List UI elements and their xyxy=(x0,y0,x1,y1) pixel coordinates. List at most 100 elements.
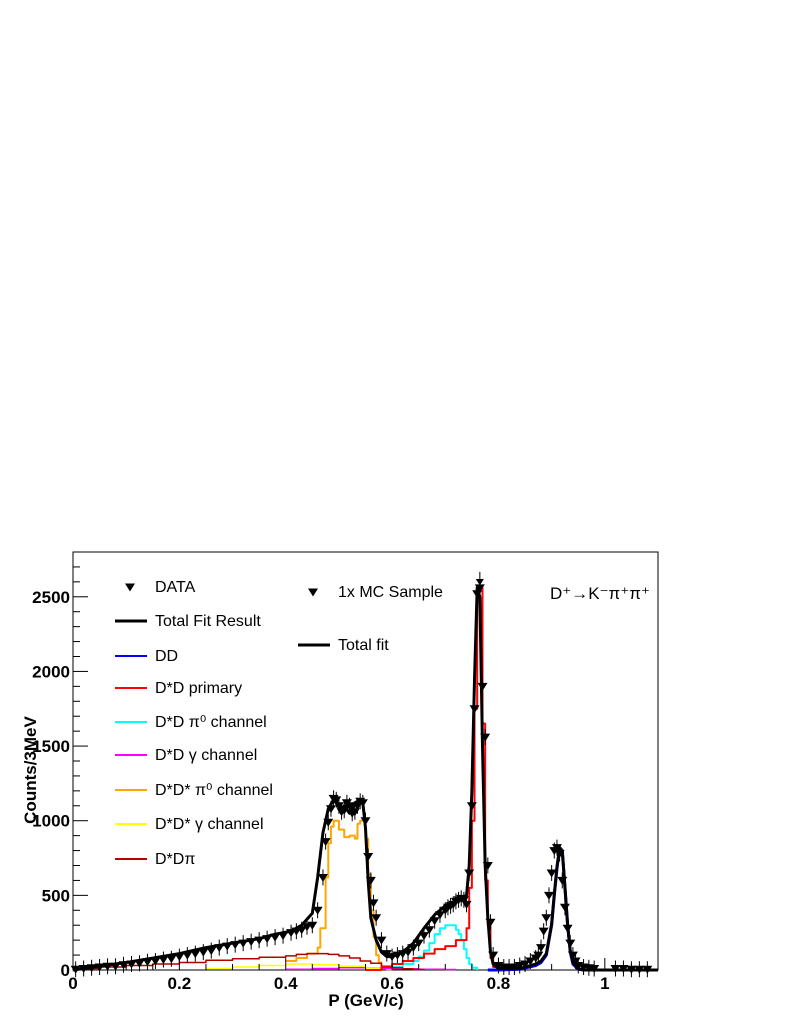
data-point xyxy=(365,876,376,885)
legend-label: 1x MC Sample xyxy=(338,584,443,601)
legend-label: D*D* γ channel xyxy=(155,816,264,833)
series-dstardstar_pi0 xyxy=(285,819,394,971)
data-point xyxy=(514,962,525,971)
data-point xyxy=(222,942,233,951)
data-point xyxy=(302,923,312,932)
data-point xyxy=(150,957,161,966)
data-point xyxy=(344,802,355,811)
legend-label: D*D primary xyxy=(155,680,242,697)
legend-entry-right-1: Total fit xyxy=(298,637,389,654)
data-point xyxy=(360,817,371,826)
mc-point xyxy=(475,579,484,586)
data-point xyxy=(118,961,129,970)
data-point xyxy=(618,965,629,974)
data-point xyxy=(291,927,302,936)
data-point xyxy=(397,950,408,959)
legend-label: Total Fit Result xyxy=(155,613,261,630)
data-point xyxy=(158,956,169,965)
x-tick-label: 0.4 xyxy=(274,974,298,993)
data-point xyxy=(174,953,185,962)
data-point xyxy=(509,963,520,972)
data-point xyxy=(381,950,392,959)
legend-label: D*D* π⁰ channel xyxy=(155,782,273,799)
legend-entry-left-8: D*Dπ xyxy=(115,851,195,868)
data-point xyxy=(126,960,137,969)
data-point xyxy=(538,927,549,936)
data-point xyxy=(198,948,209,957)
data-point xyxy=(363,853,374,862)
legend-label: DATA xyxy=(155,579,196,596)
data-point xyxy=(413,939,424,948)
x-tick-label: 0.8 xyxy=(487,974,511,993)
data-point xyxy=(559,903,570,912)
data-point xyxy=(368,899,379,908)
data-point xyxy=(78,965,89,974)
y-tick-label: 1500 xyxy=(32,737,70,756)
legend-entry-left-2: DD xyxy=(115,648,178,665)
data-point xyxy=(565,939,576,948)
data-point xyxy=(536,944,546,953)
x-tick-label: 1 xyxy=(600,974,609,993)
data-point xyxy=(371,914,382,923)
data-point xyxy=(270,933,281,942)
legend-label: D*Dπ xyxy=(155,851,195,868)
legend-entry-left-5: D*D γ channel xyxy=(115,747,257,764)
y-axis-title: Counts/3MeV xyxy=(21,716,40,824)
data-point xyxy=(238,939,249,948)
axes: 0 0.2 0.4 0.6 0.8 1 0 500 1000 1500 2000 2500 xyxy=(32,566,632,993)
data-point xyxy=(166,955,177,964)
data-point xyxy=(464,869,475,878)
data-point xyxy=(317,873,328,882)
legend-label: D*D γ channel xyxy=(155,747,257,764)
data-point xyxy=(554,850,565,859)
data-point xyxy=(424,926,435,935)
data-point xyxy=(296,926,307,935)
data-point xyxy=(589,965,600,974)
reaction-annotation: D⁺→K⁻π⁺π⁺ xyxy=(550,584,650,603)
data-point xyxy=(190,950,201,959)
data-point xyxy=(262,935,273,944)
legend-marker-icon xyxy=(308,588,318,597)
plot-frame xyxy=(72,551,659,971)
legend-label: D*D π⁰ channel xyxy=(155,714,267,731)
data-point xyxy=(461,900,472,909)
data-point xyxy=(482,862,493,870)
data-point xyxy=(312,906,323,915)
legend-entry-left-1: Total Fit Result xyxy=(115,613,261,630)
data-point xyxy=(323,818,334,827)
data-point xyxy=(642,965,653,974)
legend-entry-left-4: D*D π⁰ channel xyxy=(115,714,267,731)
data-point xyxy=(387,953,398,962)
data-point xyxy=(278,932,289,941)
x-tick-label: 0 xyxy=(68,974,77,993)
y-tick-label: 0 xyxy=(61,961,70,980)
data-point xyxy=(541,914,552,923)
data-point xyxy=(477,682,488,691)
data-point xyxy=(254,936,265,945)
data-point xyxy=(408,944,419,953)
data-point xyxy=(357,799,368,808)
data-point xyxy=(634,965,645,974)
data-point xyxy=(214,944,225,953)
data-point xyxy=(419,932,429,941)
data-point xyxy=(610,965,621,974)
data-point xyxy=(86,964,97,973)
data-point xyxy=(134,959,145,968)
data-point xyxy=(525,957,536,966)
data-point xyxy=(469,705,480,714)
legend-marker-icon xyxy=(125,583,135,592)
legend-entry-right-0: 1x MC Sample xyxy=(308,584,443,601)
y-tick-label: 2500 xyxy=(32,588,70,607)
data-point xyxy=(546,869,557,878)
data-point xyxy=(102,962,113,971)
x-tick-label: 0.6 xyxy=(380,974,404,993)
legend-label: Total fit xyxy=(338,637,389,654)
data-point xyxy=(480,733,491,742)
data-point xyxy=(485,918,496,927)
data-point xyxy=(429,917,440,926)
x-tick-label: 0.2 xyxy=(168,974,192,993)
x-axis-title: P (GeV/c) xyxy=(328,991,403,1010)
legend-entry-left-7: D*D* γ channel xyxy=(115,816,264,833)
data-point xyxy=(110,962,121,971)
